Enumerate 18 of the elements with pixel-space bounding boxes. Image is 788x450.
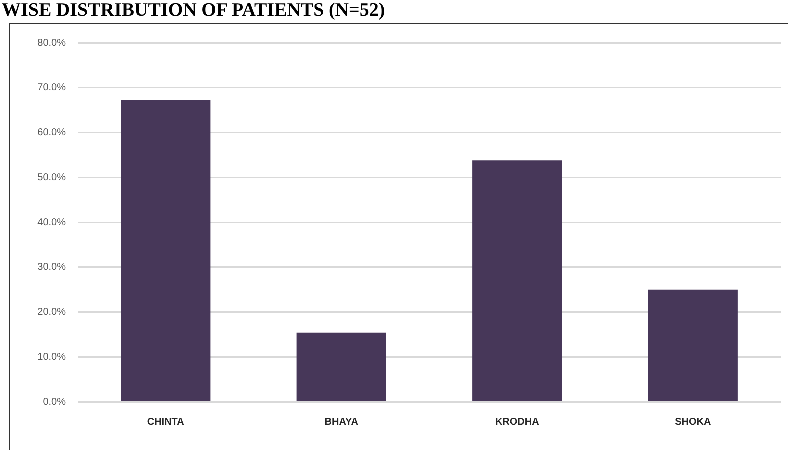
x-tick-label: CHINTA — [147, 416, 184, 428]
chart-title: WISE DISTRIBUTION OF PATIENTS (N=52) — [2, 0, 386, 22]
bar — [121, 100, 211, 402]
bar — [648, 290, 738, 402]
y-tick-label: 30.0% — [38, 262, 66, 274]
bar — [296, 332, 386, 402]
y-tick-label: 0.0% — [43, 396, 66, 408]
bar — [472, 160, 562, 402]
x-tick-label: KRODHA — [495, 416, 540, 428]
y-tick-label: 70.0% — [38, 82, 66, 94]
y-tick-label: 60.0% — [38, 128, 66, 138]
y-tick-label: 10.0% — [38, 352, 66, 363]
y-tick-label: 20.0% — [38, 307, 66, 318]
x-tick-label: BHAYA — [324, 416, 358, 428]
y-tick-label: 40.0% — [38, 217, 66, 228]
x-tick-label: SHOKA — [675, 416, 712, 428]
y-tick-label: 80.0% — [38, 38, 66, 49]
y-tick-label: 50.0% — [38, 172, 66, 184]
